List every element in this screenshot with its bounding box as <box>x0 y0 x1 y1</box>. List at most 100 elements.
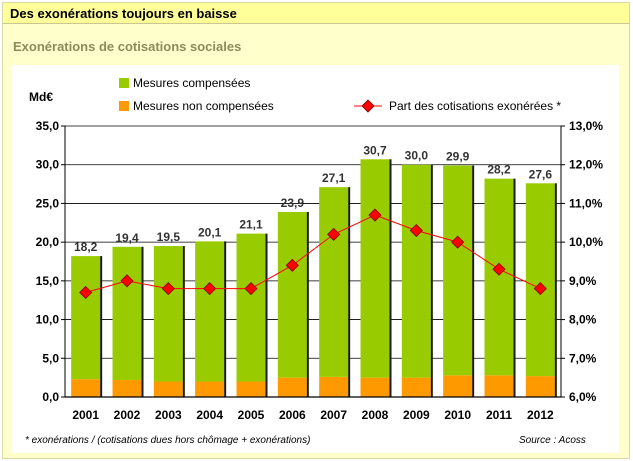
x-tick-label: 2008 <box>362 408 389 422</box>
y-tick-label: 0,0 <box>42 390 59 404</box>
bar-total-label: 18,2 <box>74 240 98 254</box>
y-tick-label: 30,0 <box>36 158 60 172</box>
chart-svg: 0,0 5,0 10,0 15,0 20,0 25,0 30,0 35,0 6,0% 7,0% 8,… <box>25 76 603 446</box>
bar-non-compensees <box>484 375 514 397</box>
legend-label-compensees: Mesures compensées <box>133 76 250 90</box>
bar-compensees <box>319 187 349 377</box>
page-title: Des exonérations toujours en baisse <box>10 6 237 21</box>
bar-shadow <box>182 246 185 397</box>
bar-non-compensees <box>153 381 183 397</box>
line-point-marker <box>451 235 465 249</box>
x-tick-label: 2001 <box>72 408 99 422</box>
bar-total-label: 27,1 <box>322 171 346 185</box>
bar-non-compensees <box>195 381 225 397</box>
bar-compensees <box>112 246 142 380</box>
bar-compensees <box>443 165 473 376</box>
x-tick-label: 2012 <box>527 408 554 422</box>
bar-total-label: 27,6 <box>529 167 553 181</box>
bar-non-compensees <box>525 376 555 397</box>
bar-shadow <box>430 164 433 397</box>
y-tick-label: 20,0 <box>36 235 60 249</box>
chart-subtitle: Exonérations de cotisations sociales <box>13 39 242 54</box>
line-point-marker <box>533 282 547 296</box>
footnote: * exonérations / (cotisations dues hors … <box>25 435 310 446</box>
x-tick-label: 2009 <box>403 408 430 422</box>
legend-label-non-compensees: Mesures non compensées <box>133 99 274 113</box>
y2-tick-label: 7,0% <box>569 351 597 365</box>
legend-marker-part <box>361 99 375 113</box>
y2-tick-label: 12,0% <box>569 158 603 172</box>
bar-shadow <box>100 256 103 397</box>
y-tick-label: 10,0 <box>36 313 60 327</box>
bar-non-compensees <box>360 377 390 397</box>
bar-non-compensees <box>112 379 142 397</box>
y-tick-label: 25,0 <box>36 196 60 210</box>
bar-shadow <box>348 187 351 397</box>
bar-non-compensees <box>236 381 266 397</box>
legend-swatch-compensees <box>119 78 129 88</box>
bar-non-compensees <box>443 375 473 397</box>
y-tick-label: 5,0 <box>42 351 59 365</box>
line-point-marker <box>492 262 506 276</box>
x-tick-label: 2003 <box>155 408 182 422</box>
bar-compensees <box>484 178 514 376</box>
legend-swatch-non-compensees <box>119 101 129 111</box>
bar-shadow <box>513 178 516 397</box>
bar-total-label: 30,0 <box>405 149 429 163</box>
bar-shadow <box>306 211 309 397</box>
x-tick-label: 2002 <box>114 408 141 422</box>
bar-total-label: 29,9 <box>446 149 470 163</box>
bar-total-label: 28,2 <box>487 163 511 177</box>
x-tick-label: 2010 <box>444 408 471 422</box>
headline-bar: Des exonérations toujours en baisse <box>3 3 629 24</box>
line-point-marker <box>368 208 382 222</box>
y2-tick-label: 6,0% <box>569 390 597 404</box>
y-tick-label: 15,0 <box>36 274 60 288</box>
bar-total-label: 20,1 <box>198 225 222 239</box>
line-point-marker <box>79 285 93 300</box>
line-part-cotisations <box>85 214 541 293</box>
bar-compensees <box>277 211 307 378</box>
bar-shadow <box>472 165 475 397</box>
line-point-marker <box>244 282 258 296</box>
y-axis-label: Md€ <box>29 90 53 104</box>
y2-tick-label: 13,0% <box>569 119 603 133</box>
chart-panel: 0,0 5,0 10,0 15,0 20,0 25,0 30,0 35,0 6,0% 7,0% 8,… <box>11 65 619 453</box>
line-point-marker <box>285 258 299 272</box>
legend-label-part: Part des cotisations exonérées * <box>389 99 561 113</box>
y2-tick-label: 8,0% <box>569 313 597 327</box>
source-note: Source : Acoss <box>519 435 586 446</box>
bar-non-compensees <box>71 379 101 397</box>
y2-tick-label: 10,0% <box>569 235 603 249</box>
bar-compensees <box>360 159 390 378</box>
bar-compensees <box>525 183 555 377</box>
y-tick-label: 35,0 <box>36 119 60 133</box>
x-tick-label: 2004 <box>196 408 223 422</box>
bar-compensees <box>153 246 183 382</box>
bar-shadow <box>265 233 268 397</box>
x-tick-label: 2005 <box>238 408 265 422</box>
line-point-marker <box>120 274 134 288</box>
bar-compensees <box>195 241 225 382</box>
x-tick-label: 2011 <box>486 408 512 422</box>
bar-total-label: 23,9 <box>281 196 305 210</box>
x-tick-label: 2006 <box>279 408 306 422</box>
bar-compensees <box>71 256 101 380</box>
bar-non-compensees <box>319 376 349 397</box>
line-point-marker <box>203 282 217 296</box>
bar-shadow <box>389 159 392 397</box>
bar-non-compensees <box>401 377 431 397</box>
bar-total-label: 21,1 <box>239 218 263 232</box>
line-point-marker <box>327 227 341 241</box>
bar-shadow <box>141 246 144 397</box>
bar-non-compensees <box>277 377 307 397</box>
y2-tick-label: 11,0% <box>569 196 603 210</box>
bar-total-label: 19,4 <box>115 231 139 245</box>
bar-compensees <box>401 164 431 378</box>
bar-shadow <box>224 241 227 397</box>
bar-total-label: 30,7 <box>363 143 387 157</box>
line-point-marker <box>161 282 175 296</box>
x-tick-label: 2007 <box>320 408 347 422</box>
bar-total-label: 19,5 <box>157 230 181 244</box>
